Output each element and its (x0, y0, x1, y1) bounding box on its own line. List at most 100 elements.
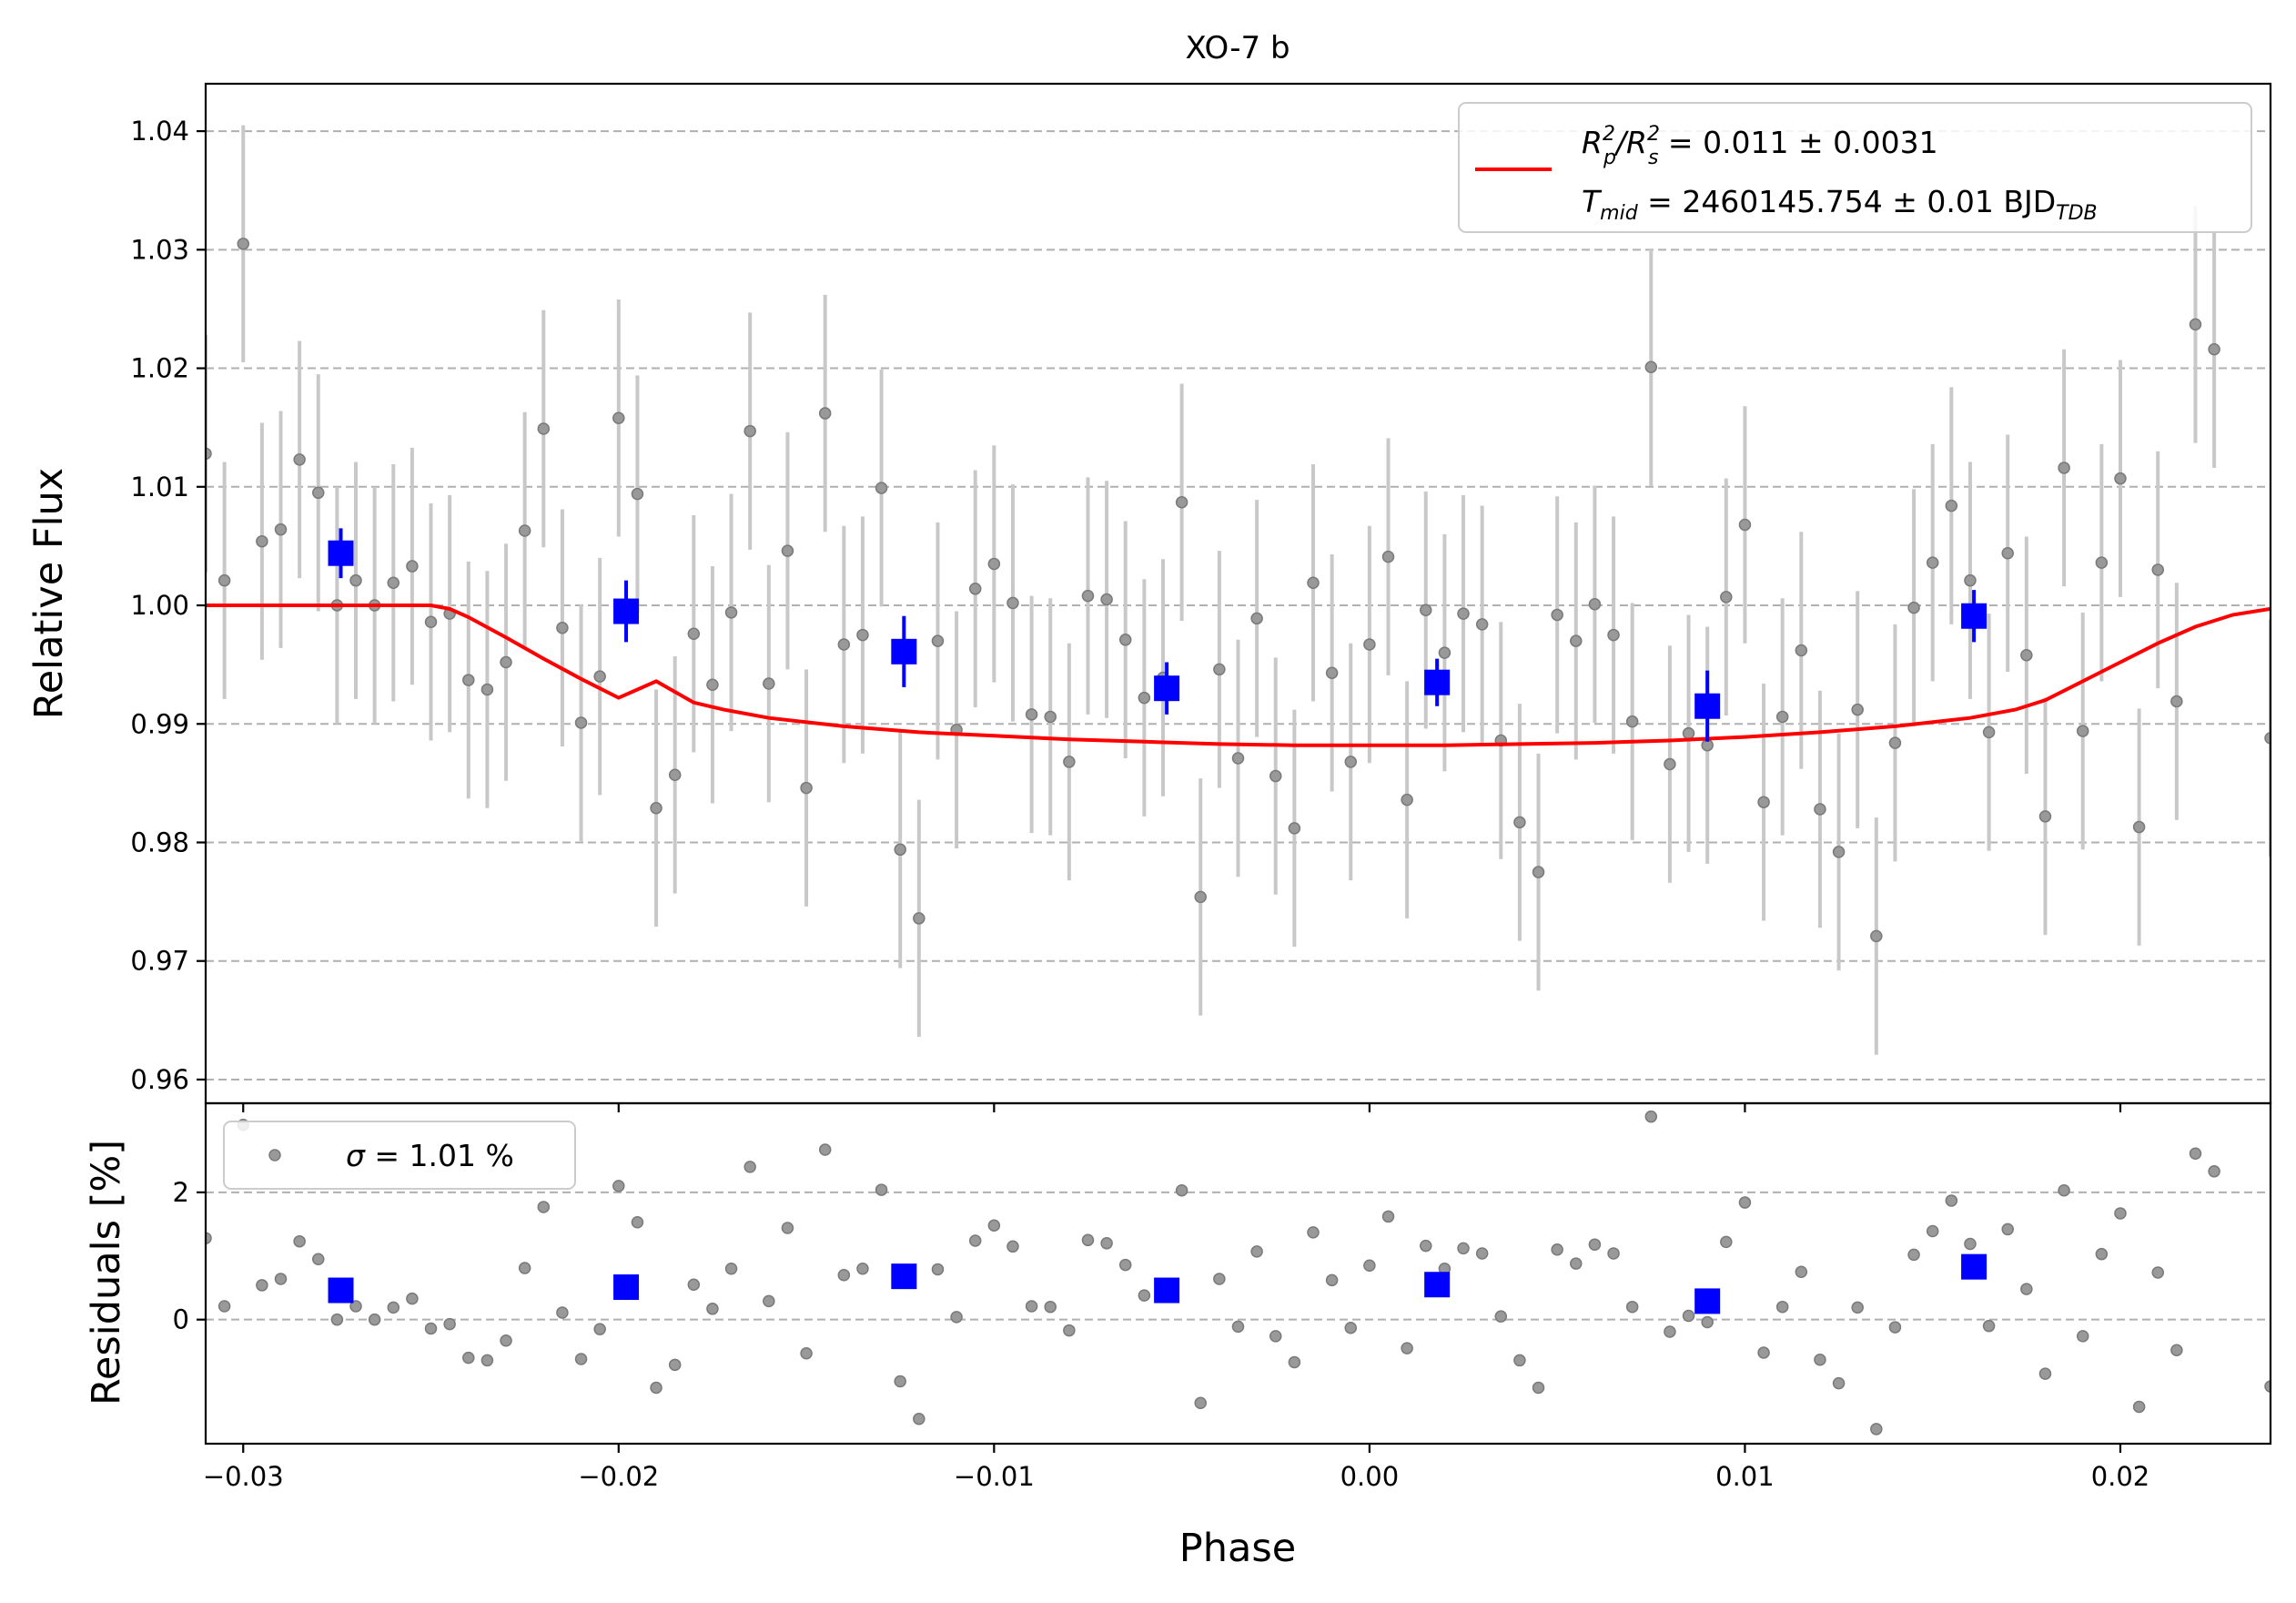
flux-binned-point (613, 598, 640, 624)
residual-raw-point (274, 1273, 288, 1285)
residual-raw-point (330, 1313, 344, 1326)
residual-raw-point (1532, 1381, 1545, 1395)
flux-raw-point (743, 424, 756, 438)
flux-raw-point (781, 544, 794, 557)
x-tick-label: 0.02 (2091, 1461, 2150, 1492)
residual-raw-point (1081, 1233, 1095, 1247)
flux-raw-point (763, 677, 775, 690)
flux-raw-point (913, 912, 925, 925)
flux-raw-point (968, 583, 982, 595)
flux-raw-point (856, 628, 869, 642)
flux-raw-point (1625, 715, 1639, 728)
flux-raw-point (2264, 732, 2271, 745)
residual-raw-point (1982, 1319, 1996, 1333)
flux-raw-point (1081, 589, 1095, 603)
x-tick-label: 0.01 (1715, 1461, 1775, 1492)
residual-raw-point (950, 1311, 963, 1324)
flux-raw-point (1063, 756, 1076, 768)
flux-raw-point (1175, 495, 1188, 509)
flux-raw-point (1401, 793, 1413, 807)
residual-raw-point (1307, 1226, 1320, 1239)
residual-raw-point (1475, 1247, 1489, 1260)
residual-raw-point (2095, 1247, 2109, 1261)
flux-raw-point (1307, 576, 1320, 590)
flux-raw-point (2151, 563, 2164, 576)
residual-raw-point (800, 1346, 813, 1360)
residuals-legend: σ = 1.01 % (223, 1121, 576, 1190)
residual-raw-point (913, 1412, 925, 1425)
flux-y-tick-label: 0.98 (130, 827, 189, 857)
flux-binned-point (1154, 675, 1180, 702)
flux-raw-point (1757, 796, 1770, 808)
flux-y-tick-label: 1.04 (130, 116, 189, 147)
flux-raw-point (1363, 638, 1376, 651)
flux-raw-point (1006, 596, 1019, 610)
residuals-y-tick-label: 2 (173, 1177, 189, 1208)
residual-raw-point (875, 1183, 888, 1196)
flux-raw-point (2020, 648, 2033, 662)
residual-raw-point (781, 1222, 794, 1234)
flux-binned-point (891, 638, 917, 665)
flux-raw-point (1250, 612, 1263, 625)
x-axis-title: Phase (1179, 1526, 1296, 1571)
residual-raw-point (2001, 1223, 2014, 1236)
residual-raw-point (574, 1353, 588, 1365)
residuals-y-ticks: 20 (173, 1177, 206, 1335)
transit-model-curve (206, 604, 2271, 747)
flux-raw-point (1288, 822, 1301, 835)
residual-raw-point (537, 1201, 551, 1213)
flux-raw-point (1025, 708, 1038, 721)
residual-raw-point (1231, 1320, 1245, 1334)
residual-raw-point (743, 1161, 756, 1173)
residual-raw-point (1701, 1315, 1714, 1329)
residuals-binned-points (328, 1253, 1988, 1314)
flux-raw-point (274, 522, 288, 536)
residual-raw-point (1551, 1243, 1563, 1256)
flux-raw-point (1100, 593, 1113, 606)
residual-raw-point (2189, 1147, 2202, 1160)
residual-raw-point (2132, 1400, 2146, 1414)
flux-raw-point (2076, 725, 2089, 737)
flux-raw-point (1832, 846, 1846, 858)
residual-raw-point (1851, 1301, 1864, 1314)
flux-raw-point (1982, 725, 1996, 739)
residual-binned-point (328, 1277, 354, 1304)
flux-raw-point (500, 655, 512, 669)
chart-title: XO-7 b (1185, 30, 1290, 66)
residual-raw-point (2038, 1367, 2052, 1380)
flux-raw-point (387, 576, 400, 590)
flux-raw-point (1118, 634, 1132, 646)
flux-y-tick-label: 0.96 (130, 1064, 189, 1095)
flux-raw-point (1945, 499, 1958, 512)
residual-raw-point (518, 1262, 531, 1274)
residual-raw-point (837, 1268, 851, 1282)
residual-raw-point (687, 1278, 701, 1291)
flux-raw-point (837, 638, 851, 651)
flux-raw-point (480, 683, 494, 696)
flux-raw-point (800, 781, 813, 795)
flux-raw-point (256, 534, 268, 548)
flux-raw-point (1964, 573, 1977, 587)
residual-raw-point (724, 1263, 738, 1275)
residual-raw-point (443, 1317, 456, 1331)
residual-raw-point (1401, 1342, 1413, 1354)
residuals-legend-box (223, 1121, 576, 1190)
flux-raw-point (612, 411, 625, 425)
flux-raw-point (406, 560, 419, 573)
residuals-panel-frame (204, 1101, 2272, 1446)
residual-raw-point (293, 1234, 306, 1248)
residual-raw-point (987, 1219, 1001, 1232)
residual-raw-point (2151, 1266, 2164, 1279)
residual-raw-point (1775, 1300, 1789, 1314)
flux-raw-point (1513, 816, 1526, 829)
legend-residual-point-icon (268, 1149, 281, 1162)
flux-raw-point (556, 622, 569, 634)
flux-raw-point (2038, 810, 2052, 823)
flux-raw-point (1138, 691, 1151, 705)
flux-raw-point (1926, 556, 1939, 569)
flux-raw-point (1551, 608, 1563, 622)
residual-raw-point (1363, 1259, 1376, 1273)
flux-raw-point (574, 716, 588, 729)
